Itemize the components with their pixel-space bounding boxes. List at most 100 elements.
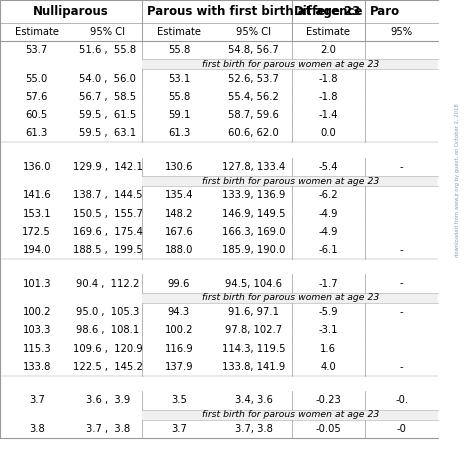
Text: -: - bbox=[400, 245, 403, 255]
Text: 94.5, 104.6: 94.5, 104.6 bbox=[225, 279, 282, 289]
Text: 55.4, 56.2: 55.4, 56.2 bbox=[228, 92, 279, 102]
Text: 59.1: 59.1 bbox=[168, 110, 190, 120]
Text: 59.5 ,  61.5: 59.5 , 61.5 bbox=[79, 110, 137, 120]
Text: 61.3: 61.3 bbox=[168, 128, 190, 138]
Text: 2.0: 2.0 bbox=[320, 45, 336, 55]
Text: 122.5 ,  145.2: 122.5 , 145.2 bbox=[73, 362, 143, 372]
Text: 137.9: 137.9 bbox=[164, 362, 193, 372]
Text: 3.6 ,  3.9: 3.6 , 3.9 bbox=[86, 395, 130, 405]
Text: -1.4: -1.4 bbox=[319, 110, 338, 120]
Text: 4.0: 4.0 bbox=[320, 362, 336, 372]
Text: 101.3: 101.3 bbox=[22, 279, 51, 289]
Text: 3.7: 3.7 bbox=[171, 424, 187, 434]
Text: 3.4, 3.6: 3.4, 3.6 bbox=[235, 395, 273, 405]
Text: -0.23: -0.23 bbox=[315, 395, 341, 405]
Text: first birth for parous women at age 23: first birth for parous women at age 23 bbox=[202, 177, 379, 185]
Text: -4.9: -4.9 bbox=[319, 227, 338, 237]
Text: -1.7: -1.7 bbox=[319, 279, 338, 289]
Text: 54.0 ,  56.0: 54.0 , 56.0 bbox=[80, 73, 136, 83]
Text: 55.8: 55.8 bbox=[168, 45, 190, 55]
Text: Estimate: Estimate bbox=[157, 27, 201, 37]
Text: 116.9: 116.9 bbox=[164, 344, 193, 354]
Text: 115.3: 115.3 bbox=[22, 344, 51, 354]
Text: 97.8, 102.7: 97.8, 102.7 bbox=[225, 326, 282, 336]
Bar bbox=[142, 176, 438, 186]
Text: -5.9: -5.9 bbox=[319, 307, 338, 317]
Text: 90.4 ,  112.2: 90.4 , 112.2 bbox=[76, 279, 139, 289]
Text: first birth for parous women at age 23: first birth for parous women at age 23 bbox=[202, 293, 379, 302]
Text: 52.6, 53.7: 52.6, 53.7 bbox=[228, 73, 279, 83]
Text: 146.9, 149.5: 146.9, 149.5 bbox=[222, 209, 285, 219]
Text: 61.3: 61.3 bbox=[26, 128, 48, 138]
Text: 148.2: 148.2 bbox=[164, 209, 193, 219]
Text: 55.8: 55.8 bbox=[168, 92, 190, 102]
Text: 3.7: 3.7 bbox=[29, 395, 45, 405]
Text: Paro: Paro bbox=[370, 5, 400, 18]
Text: 91.6, 97.1: 91.6, 97.1 bbox=[228, 307, 279, 317]
Text: 114.3, 119.5: 114.3, 119.5 bbox=[222, 344, 285, 354]
Text: Difference: Difference bbox=[293, 5, 363, 18]
Text: 1.6: 1.6 bbox=[320, 344, 336, 354]
Text: 100.2: 100.2 bbox=[22, 307, 51, 317]
Text: 133.9, 136.9: 133.9, 136.9 bbox=[222, 191, 285, 201]
Text: downloaded from www.jr.org by guest, on October 2, 2018: downloaded from www.jr.org by guest, on … bbox=[455, 103, 460, 257]
Text: 54.8, 56.7: 54.8, 56.7 bbox=[228, 45, 279, 55]
Text: -: - bbox=[400, 162, 403, 172]
Text: 130.6: 130.6 bbox=[164, 162, 193, 172]
Text: 0.0: 0.0 bbox=[320, 128, 336, 138]
Text: 103.3: 103.3 bbox=[23, 326, 51, 336]
Bar bbox=[142, 292, 438, 303]
Text: -0: -0 bbox=[397, 424, 407, 434]
Text: 109.6 ,  120.9: 109.6 , 120.9 bbox=[73, 344, 143, 354]
Text: 188.0: 188.0 bbox=[165, 245, 193, 255]
Text: 153.1: 153.1 bbox=[22, 209, 51, 219]
Text: 127.8, 133.4: 127.8, 133.4 bbox=[222, 162, 285, 172]
Text: 3.8: 3.8 bbox=[29, 424, 45, 434]
Text: 133.8: 133.8 bbox=[23, 362, 51, 372]
Text: 129.9 ,  142.1: 129.9 , 142.1 bbox=[73, 162, 143, 172]
Text: 56.7 ,  58.5: 56.7 , 58.5 bbox=[79, 92, 137, 102]
Text: 100.2: 100.2 bbox=[164, 326, 193, 336]
Text: 53.7: 53.7 bbox=[26, 45, 48, 55]
Text: 135.4: 135.4 bbox=[164, 191, 193, 201]
Text: 3.5: 3.5 bbox=[171, 395, 187, 405]
Text: 98.6 ,  108.1: 98.6 , 108.1 bbox=[76, 326, 139, 336]
Text: 194.0: 194.0 bbox=[22, 245, 51, 255]
Bar bbox=[142, 410, 438, 420]
Text: -: - bbox=[400, 279, 403, 289]
Text: 133.8, 141.9: 133.8, 141.9 bbox=[222, 362, 285, 372]
Text: 185.9, 190.0: 185.9, 190.0 bbox=[222, 245, 285, 255]
Text: 60.6, 62.0: 60.6, 62.0 bbox=[228, 128, 279, 138]
Text: 59.5 ,  63.1: 59.5 , 63.1 bbox=[79, 128, 137, 138]
Text: 166.3, 169.0: 166.3, 169.0 bbox=[222, 227, 285, 237]
Text: 95% CI: 95% CI bbox=[236, 27, 271, 37]
Text: 136.0: 136.0 bbox=[22, 162, 51, 172]
Text: -3.1: -3.1 bbox=[319, 326, 338, 336]
Text: 95.0 ,  105.3: 95.0 , 105.3 bbox=[76, 307, 139, 317]
Text: 58.7, 59.6: 58.7, 59.6 bbox=[228, 110, 279, 120]
Text: 60.5: 60.5 bbox=[26, 110, 48, 120]
Text: 172.5: 172.5 bbox=[22, 227, 51, 237]
Text: 169.6 ,  175.4: 169.6 , 175.4 bbox=[73, 227, 143, 237]
Text: -0.: -0. bbox=[395, 395, 408, 405]
Text: 53.1: 53.1 bbox=[168, 73, 190, 83]
Bar bbox=[142, 59, 438, 70]
Text: 94.3: 94.3 bbox=[168, 307, 190, 317]
Text: -4.9: -4.9 bbox=[319, 209, 338, 219]
Text: -0.05: -0.05 bbox=[315, 424, 341, 434]
Text: Nulliparous: Nulliparous bbox=[33, 5, 109, 18]
Text: -: - bbox=[400, 307, 403, 317]
Text: 51.6 ,  55.8: 51.6 , 55.8 bbox=[79, 45, 137, 55]
Text: first birth for parous women at age 23: first birth for parous women at age 23 bbox=[202, 410, 379, 419]
Text: -5.4: -5.4 bbox=[319, 162, 338, 172]
Text: -6.2: -6.2 bbox=[319, 191, 338, 201]
Text: 57.6: 57.6 bbox=[26, 92, 48, 102]
Text: 3.7 ,  3.8: 3.7 , 3.8 bbox=[86, 424, 130, 434]
Text: 150.5 ,  155.7: 150.5 , 155.7 bbox=[73, 209, 143, 219]
Text: 3.7, 3.8: 3.7, 3.8 bbox=[235, 424, 273, 434]
Text: Parous with first birth at age 23: Parous with first birth at age 23 bbox=[147, 5, 360, 18]
Text: Estimate: Estimate bbox=[15, 27, 59, 37]
Text: -1.8: -1.8 bbox=[319, 92, 338, 102]
Text: Estimate: Estimate bbox=[306, 27, 350, 37]
Text: -6.1: -6.1 bbox=[319, 245, 338, 255]
